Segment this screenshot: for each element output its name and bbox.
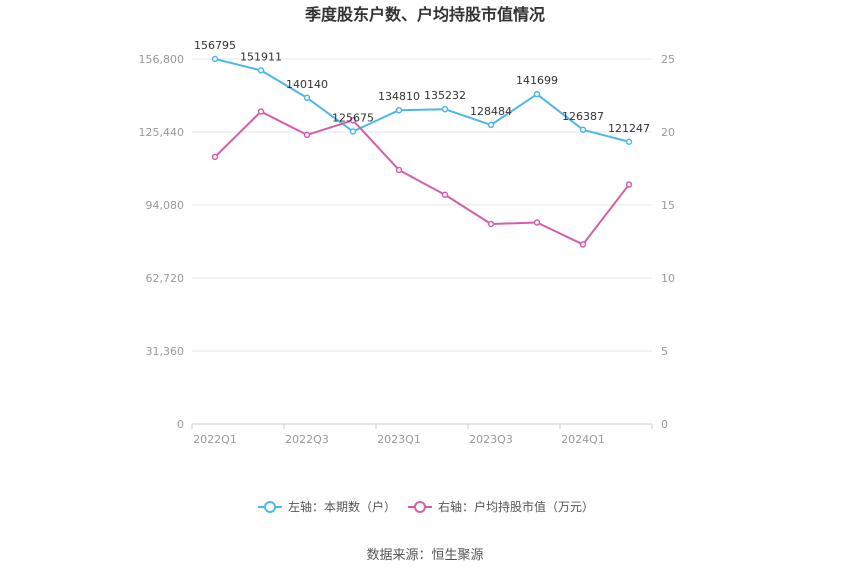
data-point-right bbox=[579, 241, 587, 248]
left-tick-label: 94,080 bbox=[146, 199, 185, 212]
data-point-left bbox=[349, 128, 357, 135]
data-point-left bbox=[303, 94, 311, 102]
data-point-right bbox=[349, 117, 357, 124]
series-line-left bbox=[214, 58, 630, 143]
left-tick-label: 125,440 bbox=[139, 126, 185, 139]
data-label: 128484 bbox=[470, 105, 512, 118]
right-tick-label: 20 bbox=[661, 126, 675, 139]
legend: 左轴：本期数（户） 右轴：户均持股市值（万元） bbox=[258, 499, 594, 514]
data-label: 134810 bbox=[378, 90, 420, 103]
left-tick-label: 31,360 bbox=[146, 345, 185, 358]
legend-item-right-series[interactable]: 右轴：户均持股市值（万元） bbox=[408, 499, 594, 514]
data-label: 156795 bbox=[194, 39, 236, 52]
data-point-left bbox=[257, 67, 265, 74]
data-point-left bbox=[395, 106, 403, 114]
left-tick-label: 156,800 bbox=[139, 53, 185, 66]
left-tick-label: 62,720 bbox=[146, 272, 185, 285]
data-point-right bbox=[533, 219, 541, 226]
data-point-right bbox=[625, 181, 633, 188]
x-tick-label: 2023Q1 bbox=[377, 433, 421, 446]
x-axis: 2022Q1 2022Q3 2023Q1 2023Q3 2024Q1 bbox=[191, 424, 653, 446]
right-tick-label: 15 bbox=[661, 199, 675, 212]
data-point-right bbox=[303, 131, 311, 139]
right-tick-label: 0 bbox=[661, 418, 668, 431]
series-line-right bbox=[214, 110, 630, 246]
data-point-left bbox=[441, 105, 449, 113]
x-tick-label: 2023Q3 bbox=[469, 433, 513, 446]
data-point-right bbox=[395, 166, 403, 174]
source-note: 数据来源：恒生聚源 bbox=[366, 548, 483, 563]
series-layer bbox=[211, 55, 633, 248]
legend-marker-left bbox=[264, 501, 276, 513]
data-label: 141699 bbox=[516, 74, 558, 87]
data-labels: 156795 151911 140140 125675 134810 135232 1284… bbox=[194, 39, 650, 135]
right-axis: 0 5 10 15 20 25 bbox=[661, 53, 675, 431]
legend-item-left-series[interactable]: 左轴：本期数（户） bbox=[258, 499, 396, 514]
data-point-left bbox=[579, 126, 587, 134]
x-tick-label: 2024Q1 bbox=[561, 433, 605, 446]
chart-title: 季度股东户数、户均持股市值情况 bbox=[304, 5, 545, 24]
legend-label-right: 右轴：户均持股市值（万元） bbox=[438, 499, 594, 514]
data-label: 151911 bbox=[240, 50, 282, 63]
data-point-right bbox=[211, 153, 219, 161]
data-label: 125675 bbox=[332, 111, 374, 124]
left-tick-label: 0 bbox=[177, 418, 184, 431]
data-point-right bbox=[487, 220, 495, 228]
left-axis: 0 31,360 62,720 94,080 125,440 156,800 bbox=[139, 53, 185, 431]
right-tick-label: 10 bbox=[661, 272, 675, 285]
data-point-right bbox=[441, 191, 449, 199]
legend-marker-right bbox=[414, 501, 426, 513]
data-point-left bbox=[487, 121, 495, 129]
data-point-right bbox=[257, 108, 265, 115]
legend-label-left: 左轴：本期数（户） bbox=[288, 499, 396, 514]
data-point-left bbox=[533, 90, 541, 98]
data-label: 140140 bbox=[286, 78, 328, 91]
grid bbox=[192, 58, 652, 425]
data-point-left bbox=[625, 138, 633, 146]
data-label: 126387 bbox=[562, 110, 604, 123]
data-label: 121247 bbox=[608, 122, 650, 135]
x-tick-label: 2022Q1 bbox=[193, 433, 237, 446]
x-tick-label: 2022Q3 bbox=[285, 433, 329, 446]
data-point-left bbox=[211, 55, 219, 63]
right-tick-label: 25 bbox=[661, 53, 675, 66]
data-label: 135232 bbox=[424, 89, 466, 102]
right-tick-label: 5 bbox=[661, 345, 668, 358]
